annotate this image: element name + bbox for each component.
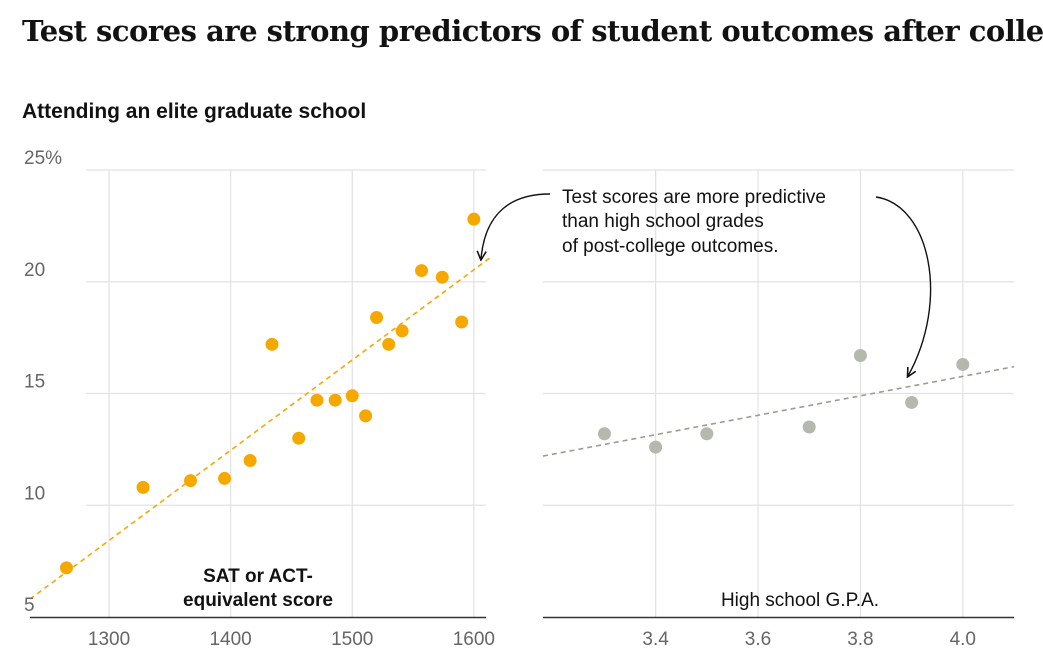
data-point <box>292 431 306 445</box>
data-point <box>136 480 150 494</box>
data-point <box>370 311 384 325</box>
annotation-arrow-left <box>481 193 551 259</box>
data-point <box>467 212 481 226</box>
data-point <box>59 561 73 575</box>
trend-line <box>29 256 492 600</box>
x-tick-label: 3.8 <box>847 629 873 650</box>
data-point <box>956 357 970 371</box>
annotation-line-3: of post-college outcomes. <box>562 236 779 257</box>
data-point <box>184 474 198 488</box>
data-point <box>395 324 409 338</box>
data-point <box>435 270 449 284</box>
data-point <box>359 409 373 423</box>
data-point <box>243 454 257 468</box>
y-tick-label: 10 <box>24 483 45 504</box>
data-point <box>802 420 816 434</box>
data-point <box>455 315 469 329</box>
x-tick-label: 1500 <box>331 629 373 650</box>
annotation-line-1: Test scores are more predictive <box>562 187 826 208</box>
data-point <box>310 393 324 407</box>
data-point <box>415 264 429 278</box>
data-point <box>597 427 611 441</box>
y-tick-label: 20 <box>24 260 45 281</box>
x-tick-label: 4.0 <box>950 629 976 650</box>
trend-line <box>542 365 1015 457</box>
chart-subtitle: Attending an elite graduate school <box>22 100 367 123</box>
y-tick-label: 25% <box>24 148 62 169</box>
data-point <box>853 349 867 363</box>
data-point <box>905 395 919 409</box>
x-tick-label: 1300 <box>88 629 130 650</box>
y-tick-label: 15 <box>24 372 45 393</box>
data-point <box>218 471 232 485</box>
x-axis-title-sat-line-1: SAT or ACT- <box>203 566 313 587</box>
data-point <box>649 440 663 454</box>
x-tick-label: 1400 <box>209 629 251 650</box>
data-point <box>382 337 396 351</box>
annotation-line-2: than high school grades <box>562 211 764 232</box>
data-point <box>700 427 714 441</box>
data-point <box>265 337 279 351</box>
annotation-arrow-right <box>875 196 932 376</box>
chart-title: Test scores are strong predictors of stu… <box>22 14 1043 48</box>
data-point <box>328 393 342 407</box>
x-axis-title-sat-line-2: equivalent score <box>183 590 333 611</box>
x-axis-title-gpa: High school G.P.A. <box>721 590 879 611</box>
x-tick-label: 3.6 <box>745 629 771 650</box>
y-tick-label: 5 <box>24 595 35 616</box>
data-point <box>345 389 359 403</box>
x-tick-label: 3.4 <box>642 629 669 650</box>
x-tick-label: 1600 <box>453 629 495 650</box>
